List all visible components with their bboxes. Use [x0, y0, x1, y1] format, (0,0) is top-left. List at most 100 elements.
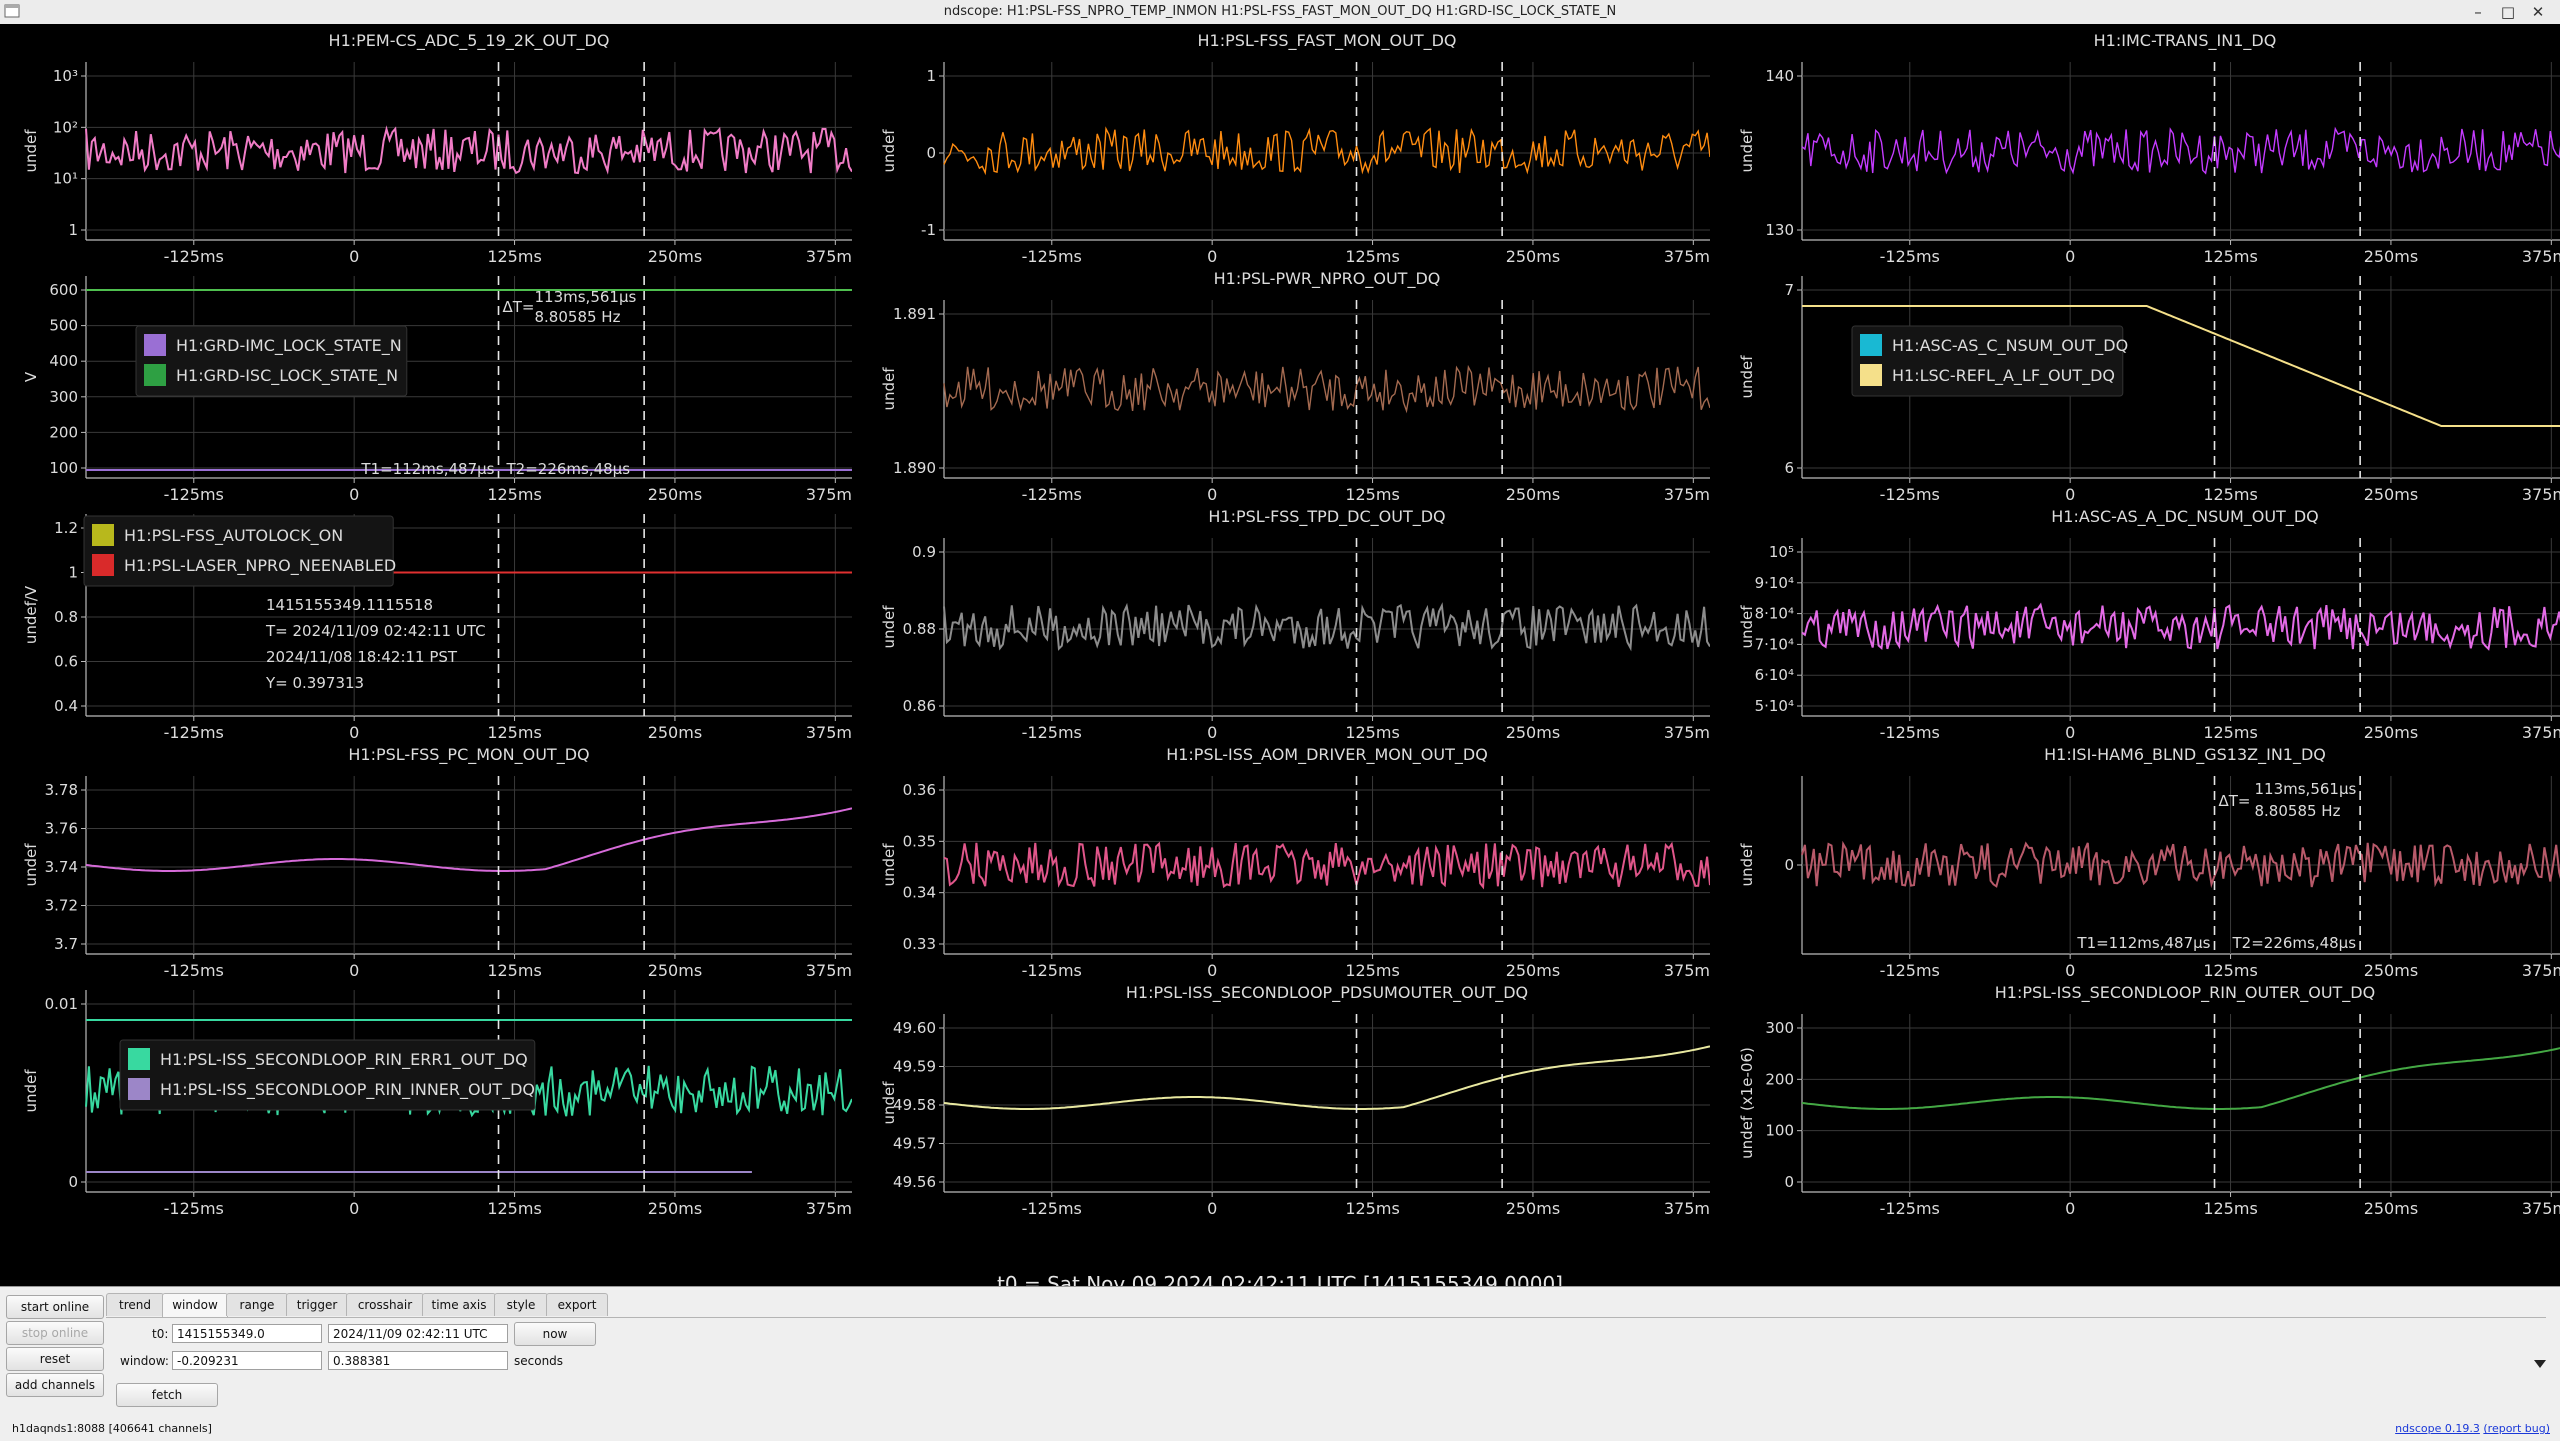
x-tick-label: 375m — [1664, 247, 1710, 262]
window-titlebar: ndscope: H1:PSL-FSS_NPRO_TEMP_INMON H1:P… — [0, 0, 2560, 25]
crosshair-readout: 2024/11/08 18:42:11 PST — [266, 648, 458, 666]
plot-panel[interactable]: H1:PSL-FSS_PC_MON_OUT_DQ undef -125ms 0 125m… — [0, 738, 852, 976]
tab-trigger[interactable]: trigger — [286, 1293, 348, 1316]
app-icon — [4, 4, 20, 18]
plot-panel[interactable]: undef/V -125ms 0 125ms 250ms 375m 1.2 1 0.8 0.6 0.… — [0, 500, 852, 738]
t0-utc-input[interactable]: 2024/11/09 02:42:11 UTC — [328, 1324, 508, 1343]
tab-window[interactable]: window — [162, 1293, 228, 1318]
y-tick-label: 1.891 — [893, 305, 936, 323]
x-tick-label: 125ms — [487, 723, 541, 738]
y-tick-label: 9·10⁴ — [1755, 574, 1794, 592]
y-tick-label: 500 — [49, 317, 78, 335]
plot-svg[interactable]: undef -125ms 0 125ms 250ms 375m 7 6 H1:ASC-AS_C_… — [1716, 262, 2560, 500]
y-tick-label: 0.4 — [54, 697, 78, 715]
fetch-button[interactable]: fetch — [116, 1383, 218, 1407]
window-end-input[interactable]: 0.388381 — [328, 1351, 508, 1370]
y-tick-label: 3.72 — [45, 897, 78, 915]
y-tick-label: 0.34 — [903, 884, 936, 902]
tab-range[interactable]: range — [226, 1293, 288, 1316]
x-tick-label: -125ms — [164, 485, 224, 500]
plot-panel[interactable]: H1:IMC-TRANS_IN1_DQ undef -125ms 0 125ms 250m… — [1716, 24, 2560, 262]
y-tick-label: 200 — [1765, 1070, 1794, 1088]
x-tick-label: 125ms — [1345, 723, 1399, 738]
tab-style[interactable]: style — [494, 1293, 548, 1316]
plot-panel[interactable]: H1:PSL-FSS_TPD_DC_OUT_DQ undef -125ms 0 125m… — [858, 500, 1710, 738]
plot-panel[interactable]: H1:PSL-FSS_FAST_MON_OUT_DQ undef -125ms 0 12… — [858, 24, 1710, 262]
stop-online-button[interactable]: stop online — [6, 1321, 104, 1345]
plot-svg[interactable]: H1:PSL-ISS_SECONDLOOP_RIN_OUTER_OUT_DQun… — [1716, 976, 2560, 1214]
t1-label: T1=112ms,487µs — [2076, 934, 2210, 952]
plot-panel[interactable]: H1:PEM-CS_ADC_5_19_2K_OUT_DQ undef -125ms 0… — [0, 24, 852, 262]
y-axis-label: undef — [1738, 129, 1756, 173]
plot-svg[interactable]: undef -125ms 0 125ms 250ms 375m 0.01 0 H1:PSL-IS… — [0, 976, 852, 1214]
plot-svg[interactable]: undef/V -125ms 0 125ms 250ms 375m 1.2 1 0.8 0.6 0.… — [0, 500, 852, 738]
delta-t-label: ΔT= — [503, 298, 535, 316]
tab-crosshair[interactable]: crosshair — [346, 1293, 424, 1316]
trace-line — [943, 602, 1710, 652]
x-tick-label: 0 — [2065, 485, 2075, 500]
x-tick-label: 125ms — [1345, 485, 1399, 500]
plot-panel[interactable]: V -125ms 0 125ms 250ms 375m 600 500 400 300 200 100… — [0, 262, 852, 500]
start-online-button[interactable]: start online — [6, 1295, 104, 1319]
tab-export[interactable]: export — [546, 1293, 608, 1316]
tab-time-axis[interactable]: time axis — [422, 1293, 496, 1316]
x-tick-label: 250ms — [2364, 1199, 2418, 1214]
reset-button[interactable]: reset — [6, 1347, 104, 1371]
close-icon[interactable]: ✕ — [2531, 3, 2545, 21]
window-title: ndscope: H1:PSL-FSS_NPRO_TEMP_INMON H1:P… — [943, 4, 1617, 19]
plot-svg[interactable]: V -125ms 0 125ms 250ms 375m 600 500 400 300 200 100… — [0, 262, 852, 500]
plot-svg[interactable]: H1:PSL-ISS_SECONDLOOP_PDSUMOUTER_OUT_DQu… — [858, 976, 1710, 1214]
trace-line — [943, 1045, 1710, 1110]
x-tick-label: -125ms — [1880, 1199, 1940, 1214]
collapse-arrow-icon[interactable] — [2534, 1359, 2546, 1369]
minimize-icon[interactable]: – — [2474, 3, 2482, 21]
version-info: ndscope 0.19.3 (report bug) — [2395, 1422, 2550, 1435]
plot-area[interactable]: H1:PEM-CS_ADC_5_19_2K_OUT_DQ undef -125ms 0… — [0, 24, 2560, 1296]
tab-trend[interactable]: trend — [106, 1293, 164, 1316]
y-axis-label: undef — [1738, 355, 1756, 399]
plot-panel[interactable]: undef -125ms 0 125ms 250ms 375m 0.01 0 H1:PSL-IS… — [0, 976, 852, 1214]
y-tick-label: 140 — [1765, 67, 1794, 85]
plot-title: H1:PSL-ISS_SECONDLOOP_RIN_OUTER_OUT_DQ — [1995, 983, 2375, 1003]
plot-panel[interactable]: H1:PSL-ISS_SECONDLOOP_PDSUMOUTER_OUT_DQ u… — [858, 976, 1710, 1214]
plot-panel[interactable]: undef -125ms 0 125ms 250ms 375m 7 6 H1:ASC-AS_C_… — [1716, 262, 2560, 500]
x-tick-label: 250ms — [648, 723, 702, 738]
maximize-icon[interactable]: □ — [2500, 3, 2516, 21]
y-axis-label: undef (x1e-06) — [1738, 1047, 1756, 1159]
x-tick-label: 0 — [1207, 723, 1217, 738]
x-tick-label: 250ms — [648, 485, 702, 500]
now-button[interactable]: now — [514, 1322, 596, 1346]
version-link[interactable]: ndscope 0.19.3 — [2395, 1422, 2480, 1435]
x-tick-label: 0 — [349, 723, 359, 738]
legend-label: H1:PSL-FSS_AUTOLOCK_ON — [124, 526, 343, 546]
plot-panel[interactable]: H1:PSL-PWR_NPRO_OUT_DQ undef -125ms 0 125ms 2… — [858, 262, 1710, 500]
t0-gps-input[interactable]: 1415155349.0 — [172, 1324, 322, 1343]
x-tick-label: 125ms — [2203, 247, 2257, 262]
status-bar: h1daqnds1:8088 [406641 channels] — [12, 1422, 212, 1435]
report-bug-link[interactable]: (report bug) — [2483, 1422, 2550, 1435]
y-tick-label: 0.8 — [54, 608, 78, 626]
y-tick-label: 49.59 — [893, 1058, 936, 1076]
y-tick-label: 6 — [1784, 459, 1794, 477]
legend-box: H1:PSL-FSS_AUTOLOCK_ON H1:PSL-LASER_NPRO_… — [83, 515, 396, 587]
plot-panel[interactable]: H1:ISI-HAM6_BLND_GS13Z_IN1_DQ undef -125ms… — [1716, 738, 2560, 976]
t2-label: T2=226ms,48µs — [506, 460, 631, 478]
x-tick-label: 125ms — [1345, 247, 1399, 262]
plot-panel[interactable]: H1:PSL-ISS_AOM_DRIVER_MON_OUT_DQ undef -12… — [858, 738, 1710, 976]
x-tick-label: 375m — [2522, 961, 2560, 976]
y-tick-label: 600 — [49, 281, 78, 299]
plot-panel[interactable]: H1:ASC-AS_A_DC_NSUM_OUT_DQ undef -125ms 0 12… — [1716, 500, 2560, 738]
window-start-input[interactable]: -0.209231 — [172, 1351, 322, 1370]
x-tick-label: 250ms — [648, 961, 702, 976]
add-channels-button[interactable]: add channels — [6, 1373, 104, 1397]
